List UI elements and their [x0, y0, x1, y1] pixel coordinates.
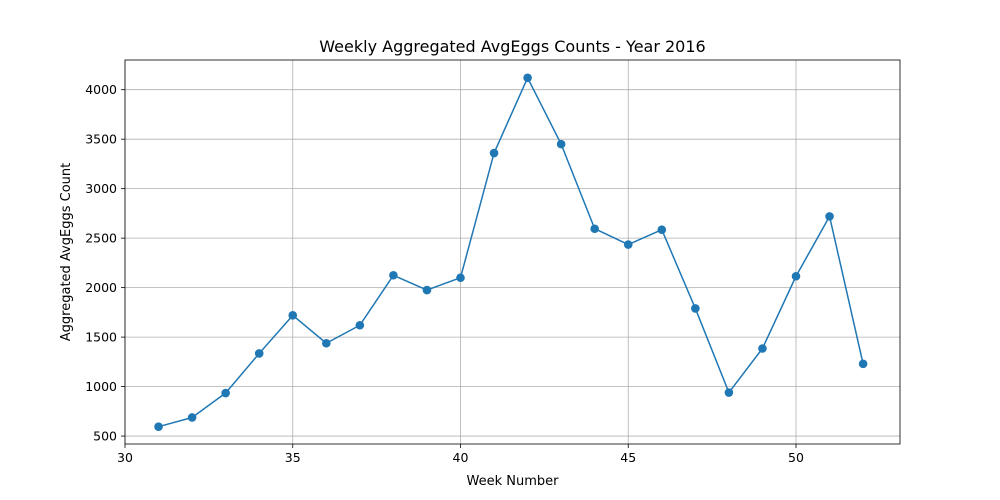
- data-point: [456, 273, 465, 283]
- data-series: [154, 73, 868, 431]
- data-point: [322, 338, 331, 348]
- data-point: [288, 311, 298, 320]
- x-tick-label: 30: [117, 450, 133, 465]
- x-axis-ticks: 30 35 40 45 50: [117, 444, 804, 465]
- data-point: [254, 349, 264, 358]
- x-tick-label: 45: [620, 450, 636, 465]
- data-point: [623, 240, 633, 249]
- y-tick-label: 3000: [85, 181, 117, 196]
- y-axis-label: Aggregated AvgEggs Count: [59, 163, 74, 341]
- data-point: [657, 225, 667, 235]
- chart-title: Weekly Aggregated AvgEggs Counts - Year …: [319, 37, 705, 56]
- y-tick-label: 1000: [85, 379, 117, 394]
- data-point: [724, 388, 734, 397]
- data-point: [355, 320, 365, 330]
- plot-frame: [124, 59, 901, 445]
- x-tick-label: 40: [453, 450, 469, 465]
- data-point: [791, 271, 801, 281]
- y-tick-label: 4000: [85, 82, 117, 97]
- data-point: [489, 148, 499, 158]
- data-point: [556, 139, 566, 149]
- data-point: [422, 285, 432, 295]
- y-tick-label: 2500: [85, 231, 117, 246]
- data-point: [691, 304, 700, 313]
- data-point: [187, 413, 197, 422]
- series-line: [158, 77, 864, 428]
- y-axis-ticks: 500 1000 1500 2000 2500 3000 3500 4000: [85, 82, 125, 444]
- data-point: [758, 344, 767, 353]
- x-tick-label: 50: [788, 450, 804, 465]
- x-axis-label: Week Number: [467, 474, 560, 489]
- data-point: [221, 388, 230, 398]
- x-tick-label: 35: [285, 450, 301, 465]
- data-point: [590, 224, 599, 234]
- data-point: [858, 359, 868, 369]
- y-tick-label: 3500: [85, 132, 117, 147]
- y-tick-label: 1500: [85, 330, 117, 345]
- data-point: [154, 422, 163, 431]
- grid-lines: [124, 60, 900, 444]
- data-point: [825, 212, 834, 221]
- y-tick-label: 2000: [85, 280, 117, 295]
- data-point: [389, 270, 398, 280]
- y-tick-label: 500: [93, 429, 117, 444]
- data-point: [523, 73, 532, 83]
